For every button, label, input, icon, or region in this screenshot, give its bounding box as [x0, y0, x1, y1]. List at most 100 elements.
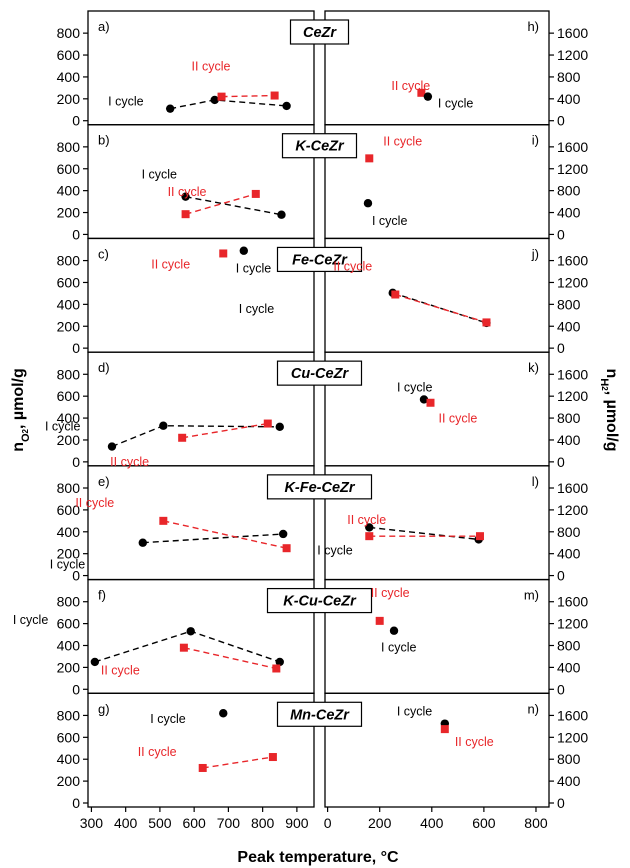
y-left-tick-label: 200	[57, 205, 81, 221]
data-point-ii-cycle	[426, 398, 435, 407]
y-right-tick-label: 1200	[557, 47, 588, 63]
y-left-tick-label: 600	[57, 388, 81, 404]
y-left-tick-label: 800	[57, 707, 81, 723]
series-line	[395, 293, 487, 324]
y-right-tick-label: 400	[557, 773, 581, 789]
data-point-i-cycle	[423, 92, 433, 101]
data-point-i-cycle	[282, 101, 291, 111]
annotations: CeZr a) I cycle II cycle h) II cycle I cycle K-…	[10, 19, 620, 759]
data-point-ii-cycle	[178, 433, 187, 442]
y-right-tick-label: 0	[557, 113, 565, 129]
annotation-label: II cycle	[101, 664, 140, 678]
x-tick-label: 400	[114, 815, 138, 831]
data-point-i-cycle	[219, 709, 228, 718]
series-line	[142, 533, 284, 544]
sample-name-box	[281, 133, 358, 159]
data-point-ii-cycle	[440, 725, 449, 734]
data-point-ii-cycle	[159, 516, 168, 525]
annotation-label: II cycle	[371, 586, 410, 600]
series-line	[369, 526, 479, 541]
y-left-tick-label: 800	[57, 25, 81, 41]
y-left-tick-label: 0	[72, 568, 80, 584]
y-right-tick-label: 400	[557, 205, 581, 221]
y-left-tick-label: 400	[57, 410, 81, 426]
x-tick-label: 800	[524, 815, 548, 831]
y-left-tick-label: 400	[57, 69, 81, 85]
annotation-label: I cycle	[236, 262, 271, 276]
y-left-tick-label: 200	[57, 546, 81, 562]
annotation-label: I cycle	[438, 97, 473, 111]
x-axis-label: Peak temperature, °C	[237, 849, 399, 866]
y-left-tick-label: 0	[72, 795, 80, 811]
data-point-i-cycle	[275, 657, 284, 667]
x-tick-label: 600	[182, 815, 206, 831]
data-point-ii-cycle	[475, 532, 484, 541]
data-point-ii-cycle	[270, 91, 279, 100]
data-point-ii-cycle	[179, 643, 188, 652]
annotation-label: I cycle	[150, 712, 185, 726]
y-left-tick-label: 800	[57, 253, 81, 269]
y-left-tick-label: 0	[72, 113, 80, 129]
annotation-label: II cycle	[455, 735, 494, 749]
y-left-tick-label: 400	[57, 751, 81, 767]
y-left-tick-label: 400	[57, 638, 81, 654]
y-left-tick-label: 600	[57, 47, 81, 63]
series-line	[183, 647, 277, 670]
y-right-tick-label: 400	[557, 546, 581, 562]
x-tick-label: 500	[148, 815, 172, 831]
data-point-ii-cycle	[272, 664, 281, 673]
series-line	[170, 99, 287, 110]
y-right-tick-label: 800	[557, 69, 581, 85]
annotation-label: I cycle	[239, 302, 274, 316]
y-right-axis-label: nH2, µmol/g	[598, 369, 620, 452]
panel-left-frame	[87, 124, 315, 240]
data-point-i-cycle	[90, 657, 100, 667]
data-point-ii-cycle	[391, 290, 400, 299]
sample-name: Cu-CeZr	[291, 366, 350, 382]
y-right-tick-label: 400	[557, 432, 581, 448]
panel-tag: n)	[527, 701, 539, 716]
annotation-label: I cycle	[381, 641, 416, 655]
data-point-i-cycle	[365, 523, 374, 532]
y-left-tick-label: 800	[57, 594, 81, 610]
panel-tag: a)	[98, 19, 110, 34]
y-right-tick-label: 1200	[557, 616, 588, 632]
axis-ticks: 0 200 400 600 800 0 400 800 1200 1600 0 200 400 600 80…	[57, 25, 589, 831]
data-point-ii-cycle	[219, 249, 228, 258]
data-point-ii-cycle	[282, 544, 291, 553]
data-point-ii-cycle	[251, 189, 260, 198]
annotation-label: I cycle	[317, 543, 352, 557]
y-left-tick-label: 600	[57, 502, 81, 518]
data-point-i-cycle	[278, 529, 288, 539]
y-left-tick-label: 800	[57, 480, 81, 496]
annotation-label: II cycle	[438, 412, 477, 426]
data-point-i-cycle	[181, 192, 190, 201]
y-right-tick-label: 1600	[557, 25, 588, 41]
y-left-tick-label: 400	[57, 296, 81, 312]
y-right-tick-label: 1200	[557, 502, 588, 518]
sample-name: K-Cu-CeZr	[283, 594, 357, 610]
y-right-tick-label: 1600	[557, 253, 588, 269]
y-right-tick-label: 0	[557, 454, 565, 470]
data-point-ii-cycle	[268, 753, 277, 762]
panel-tag: h)	[527, 19, 539, 34]
y-right-tick-label: 1600	[557, 366, 588, 382]
y-right-tick-label: 1200	[557, 274, 588, 290]
y-right-tick-label: 1600	[557, 707, 588, 723]
y-right-tick-label: 800	[557, 183, 581, 199]
y-right-tick-label: 1200	[557, 729, 588, 745]
annotation-label: I cycle	[372, 214, 407, 228]
annotation-label: II cycle	[347, 513, 386, 527]
y-right-tick-label: 800	[557, 751, 581, 767]
x-tick-label: 400	[420, 815, 444, 831]
data-point-i-cycle	[239, 246, 249, 255]
annotation-label: I cycle	[397, 380, 432, 394]
sample-name: K-Fe-CeZr	[284, 480, 355, 496]
series-line	[221, 94, 275, 98]
data-point-i-cycle	[389, 626, 399, 635]
series-line	[185, 195, 282, 216]
panel-frames	[87, 10, 550, 808]
annotation-label: II cycle	[168, 185, 207, 199]
data-point-ii-cycle	[417, 88, 426, 97]
